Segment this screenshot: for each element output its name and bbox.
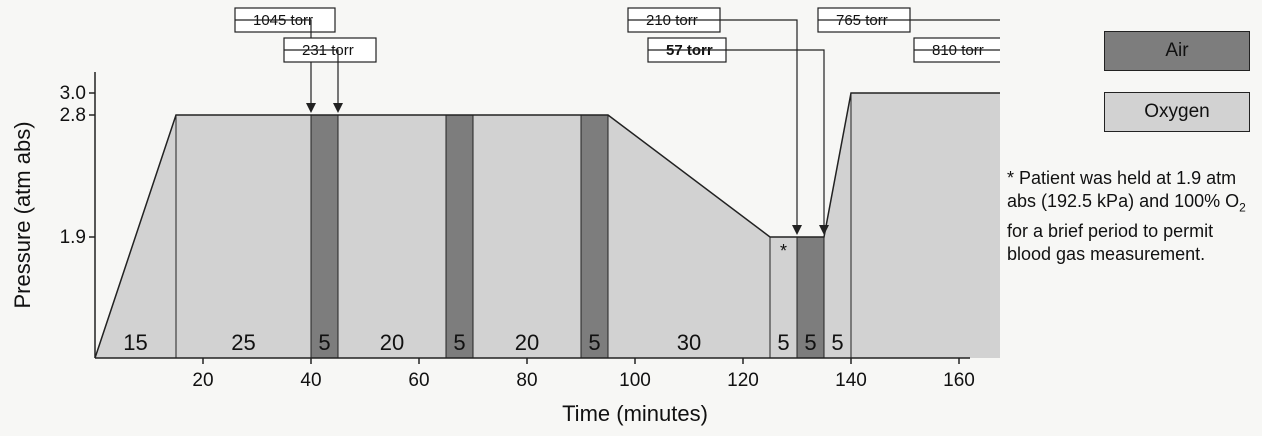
legend-oxygen: Oxygen — [1104, 92, 1250, 132]
segment-6-air-fill — [581, 115, 608, 358]
x-tick-label-80: 80 — [516, 370, 537, 391]
segment-8-oxygen-fill — [770, 237, 797, 358]
annotation-leader-4 — [818, 19, 1000, 21]
segment-duration-label-7: 30 — [677, 330, 701, 355]
segment-5-oxygen-fill — [473, 115, 581, 358]
y-tick-label-1.9: 1.9 — [60, 227, 86, 248]
segment-11-oxygen-fill — [851, 93, 1000, 358]
y-tick-label-2.8: 2.8 — [60, 105, 86, 126]
pressure-time-chart: 204060801001201401601802001.92.83.0Time … — [10, 7, 1000, 426]
x-tick-label-160: 160 — [943, 370, 975, 391]
segment-duration-label-3: 20 — [380, 330, 404, 355]
legend-oxygen-label: Oxygen — [1144, 101, 1210, 122]
footnote-text-1: * Patient was held at 1.9 atm abs (192.5… — [1007, 168, 1240, 211]
segment-4-air-fill — [446, 115, 473, 358]
segment-9-air-fill — [797, 237, 824, 358]
x-tick-label-40: 40 — [300, 370, 321, 391]
segment-duration-label-6: 5 — [588, 330, 600, 355]
segment-duration-label-2: 5 — [318, 330, 330, 355]
footnote: * Patient was held at 1.9 atm abs (192.5… — [1007, 167, 1257, 266]
pressure-profile-line — [94, 92, 1000, 359]
segment-1-oxygen-fill — [176, 115, 311, 358]
segment-duration-label-4: 5 — [453, 330, 465, 355]
legend-air: Air — [1104, 31, 1250, 71]
x-axis-title: Time (minutes) — [562, 401, 708, 426]
annotation-leader-1 — [284, 49, 339, 105]
segment-duration-label-10: 5 — [831, 330, 843, 355]
annotation-arrowhead-0 — [306, 103, 316, 113]
segment-duration-label-1: 25 — [231, 330, 255, 355]
x-tick-label-20: 20 — [192, 370, 213, 391]
segment-3-oxygen-fill — [338, 115, 446, 358]
segment-7-oxygen-fill — [608, 115, 770, 358]
segment-duration-label-8: 5 — [777, 330, 789, 355]
segment-duration-label-0: 15 — [123, 330, 147, 355]
legend-air-label: Air — [1165, 40, 1189, 61]
hold-marker: * — [780, 241, 787, 261]
segment-2-air-fill — [311, 115, 338, 358]
annotation-leader-2 — [628, 19, 798, 227]
footnote-text-2: for a brief period to permit blood gas m… — [1007, 220, 1214, 264]
footnote-subscript: 2 — [1239, 200, 1246, 215]
annotation-arrowhead-3 — [819, 225, 829, 235]
annotation-leader-0 — [235, 19, 312, 105]
annotation-arrowhead-1 — [333, 103, 343, 113]
y-tick-label-3.0: 3.0 — [60, 83, 86, 104]
annotation-leader-3 — [648, 49, 825, 227]
annotation-arrowhead-2 — [792, 225, 802, 235]
segment-duration-label-5: 20 — [515, 330, 539, 355]
y-axis-title: Pressure (atm abs) — [10, 121, 35, 308]
segment-duration-label-9: 5 — [804, 330, 816, 355]
x-tick-label-140: 140 — [835, 370, 867, 391]
segment-10-oxygen-fill — [824, 93, 851, 358]
x-tick-label-120: 120 — [727, 370, 759, 391]
x-tick-label-60: 60 — [408, 370, 429, 391]
x-tick-label-100: 100 — [619, 370, 651, 391]
